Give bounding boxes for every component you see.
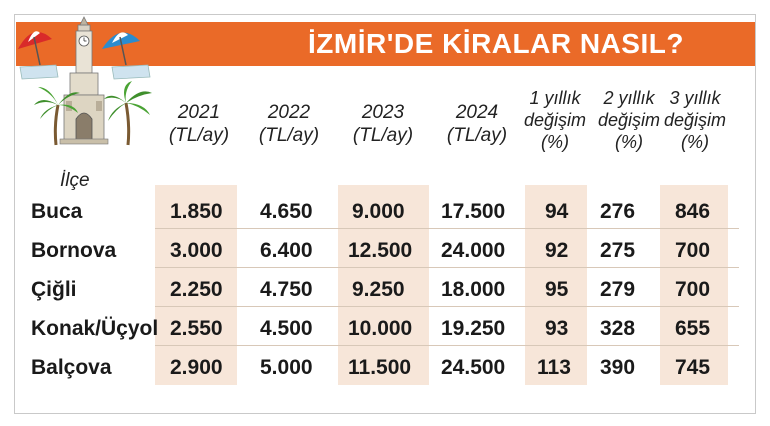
change-3y: 655 <box>675 317 711 340</box>
row-divider <box>155 345 739 346</box>
rent-2021: 3.000 <box>170 239 223 262</box>
column-header-2022: 2022 (TL/ay) <box>258 102 320 146</box>
column-header-3y-change: 3 yıllık değişim (%) <box>663 88 727 152</box>
rent-2024: 24.500 <box>441 356 506 379</box>
district-name: Bornova <box>31 239 117 262</box>
rent-2021: 1.850 <box>170 200 223 223</box>
infographic-frame: İZMİR'DE KİRALAR NASIL? <box>14 14 756 414</box>
rent-2024: 18.000 <box>441 278 506 301</box>
change-2y: 276 <box>600 200 636 223</box>
row-divider <box>155 267 739 268</box>
rent-2022: 4.500 <box>260 317 313 340</box>
district-name: Balçova <box>31 356 112 379</box>
rent-2021: 2.900 <box>170 356 223 379</box>
rent-2024: 17.500 <box>441 200 506 223</box>
palm-tree-icon <box>104 81 152 146</box>
rent-2023: 11.500 <box>348 356 412 379</box>
change-1y: 95 <box>545 278 569 301</box>
column-stripe-2021 <box>155 185 237 385</box>
rent-2021: 2.250 <box>170 278 223 301</box>
change-2y: 279 <box>600 278 636 301</box>
rent-2023: 12.500 <box>348 239 413 262</box>
change-2y: 390 <box>600 356 636 379</box>
column-header-2023: 2023 (TL/ay) <box>352 102 414 146</box>
rent-2023: 9.000 <box>352 200 405 223</box>
change-1y: 92 <box>545 239 569 262</box>
rent-2022: 5.000 <box>260 356 313 379</box>
district-name: Buca <box>31 200 83 223</box>
rent-2024: 19.250 <box>441 317 506 340</box>
beach-umbrella-icon <box>102 32 151 80</box>
rent-2022: 6.400 <box>260 239 313 262</box>
palm-tree-icon <box>34 87 80 146</box>
change-1y: 93 <box>545 317 569 340</box>
column-header-2021: 2021 (TL/ay) <box>168 102 230 146</box>
row-header-district: İlçe <box>60 170 90 191</box>
change-1y: 94 <box>545 200 569 223</box>
rent-2022: 4.750 <box>260 278 313 301</box>
clock-tower-icon <box>59 16 109 145</box>
column-header-1y-change: 1 yıllık değişim (%) <box>523 88 587 152</box>
izmir-illustration <box>18 16 152 146</box>
title-bar: İZMİR'DE KİRALAR NASIL? <box>16 22 755 66</box>
change-2y: 275 <box>600 239 636 262</box>
change-3y: 745 <box>675 356 711 379</box>
beach-umbrella-icon <box>18 31 59 80</box>
district-name: Konak/Üçyol <box>31 317 159 340</box>
rent-2022: 4.650 <box>260 200 313 223</box>
district-name: Çiğli <box>31 278 77 301</box>
table-row: Balçova 2.900 5.000 11.500 24.500 113 39… <box>15 349 755 385</box>
table-row: Konak/Üçyol 2.550 4.500 10.000 19.250 93… <box>15 310 755 346</box>
table-row: Çiğli 2.250 4.750 9.250 18.000 95 279 70… <box>15 271 755 307</box>
column-header-2y-change: 2 yıllık değişim (%) <box>597 88 661 152</box>
column-stripe-3y <box>660 185 728 385</box>
rent-2023: 9.250 <box>352 278 405 301</box>
column-stripe-2023 <box>338 185 429 385</box>
rent-2023: 10.000 <box>348 317 413 340</box>
change-3y: 846 <box>675 200 711 223</box>
column-stripe-1y <box>525 185 587 385</box>
change-2y: 328 <box>600 317 636 340</box>
change-1y: 113 <box>537 356 571 379</box>
infographic-title: İZMİR'DE KİRALAR NASIL? <box>308 28 684 59</box>
change-3y: 700 <box>675 278 711 301</box>
row-divider <box>155 306 739 307</box>
table-row: Bornova 3.000 6.400 12.500 24.000 92 275… <box>15 232 755 268</box>
rent-2021: 2.550 <box>170 317 223 340</box>
column-header-2024: 2024 (TL/ay) <box>446 102 508 146</box>
row-divider <box>155 228 739 229</box>
rent-2024: 24.000 <box>441 239 506 262</box>
change-3y: 700 <box>675 239 711 262</box>
table-row: Buca 1.850 4.650 9.000 17.500 94 276 846 <box>15 193 755 229</box>
